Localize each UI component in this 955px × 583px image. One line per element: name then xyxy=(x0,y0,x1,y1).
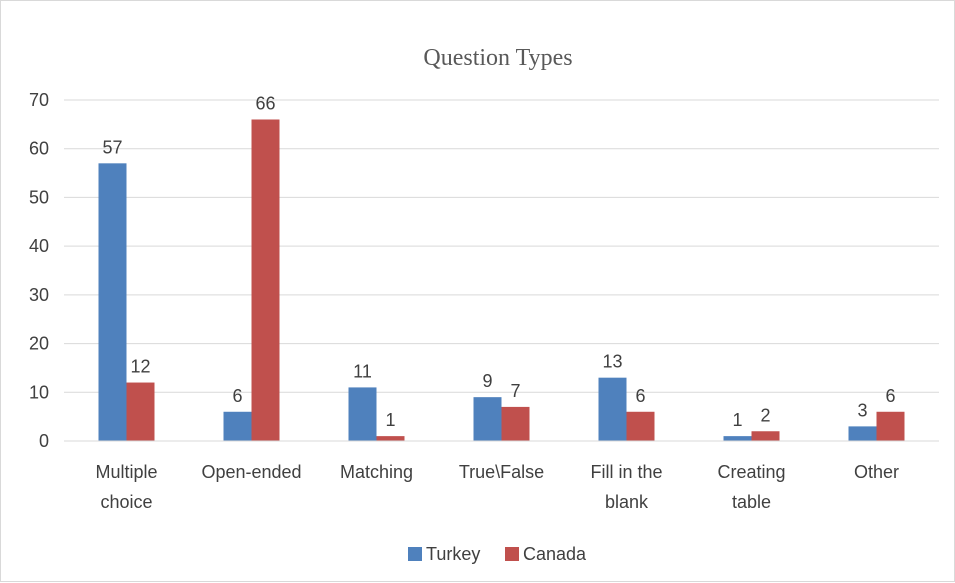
x-category-label: Creating table xyxy=(717,462,785,512)
data-label-canada-2: 1 xyxy=(385,410,395,430)
y-tick-label: 20 xyxy=(29,334,49,354)
bar-canada-4 xyxy=(626,411,655,441)
bar-canada-6 xyxy=(876,411,905,441)
y-tick-label: 30 xyxy=(29,285,49,305)
bar-canada-1 xyxy=(251,119,280,441)
x-category-label: Open-ended xyxy=(201,462,301,482)
x-category-label: Fill in the blank xyxy=(590,462,662,512)
bar-turkey-4 xyxy=(598,377,627,441)
data-label-turkey-1: 6 xyxy=(232,386,242,406)
bar-turkey-0 xyxy=(98,163,127,442)
data-label-turkey-5: 1 xyxy=(732,410,742,430)
data-label-turkey-2: 11 xyxy=(353,361,372,381)
y-tick-label: 50 xyxy=(29,187,49,207)
bar-canada-0 xyxy=(126,382,155,441)
data-label-canada-5: 2 xyxy=(760,405,770,425)
bar-turkey-1 xyxy=(223,411,252,441)
data-label-canada-4: 6 xyxy=(635,386,645,406)
data-label-canada-6: 6 xyxy=(885,386,895,406)
bar-turkey-3 xyxy=(473,397,502,441)
x-axis-categories: Multiple choice Open-ended Matching True\Fal… xyxy=(95,462,899,512)
gridlines xyxy=(64,99,939,393)
bar-canada-2 xyxy=(376,436,405,441)
bar-turkey-5 xyxy=(723,436,752,441)
legend-label-canada: Canada xyxy=(523,544,587,564)
bar-turkey-6 xyxy=(848,426,877,441)
data-label-turkey-6: 3 xyxy=(857,400,867,420)
y-axis-ticks: 0 10 20 30 40 50 60 70 xyxy=(29,90,49,451)
legend-swatch-turkey xyxy=(408,547,422,561)
data-label-canada-3: 7 xyxy=(510,381,520,401)
y-tick-label: 60 xyxy=(29,139,49,159)
bar-canada-5 xyxy=(751,431,780,441)
data-label-turkey-3: 9 xyxy=(482,371,492,391)
y-tick-label: 10 xyxy=(29,382,49,402)
y-tick-label: 70 xyxy=(29,90,49,110)
bar-canada-3 xyxy=(501,406,530,441)
x-category-label: Matching xyxy=(340,462,413,482)
x-category-label: True\False xyxy=(459,462,544,482)
y-tick-label: 0 xyxy=(39,431,49,451)
legend-label-turkey: Turkey xyxy=(426,544,480,564)
data-label-canada-0: 12 xyxy=(130,357,150,377)
data-label-turkey-4: 13 xyxy=(602,352,622,372)
chart-title: Question Types xyxy=(423,45,572,71)
data-label-canada-1: 66 xyxy=(255,93,275,113)
x-category-label: Multiple choice xyxy=(95,462,157,512)
bar-turkey-2 xyxy=(348,387,377,441)
legend-swatch-canada xyxy=(505,547,519,561)
legend: Turkey Canada xyxy=(408,544,587,564)
x-category-label: Other xyxy=(854,462,899,482)
bars xyxy=(98,119,905,442)
y-tick-label: 40 xyxy=(29,236,49,256)
data-label-turkey-0: 57 xyxy=(102,137,122,157)
